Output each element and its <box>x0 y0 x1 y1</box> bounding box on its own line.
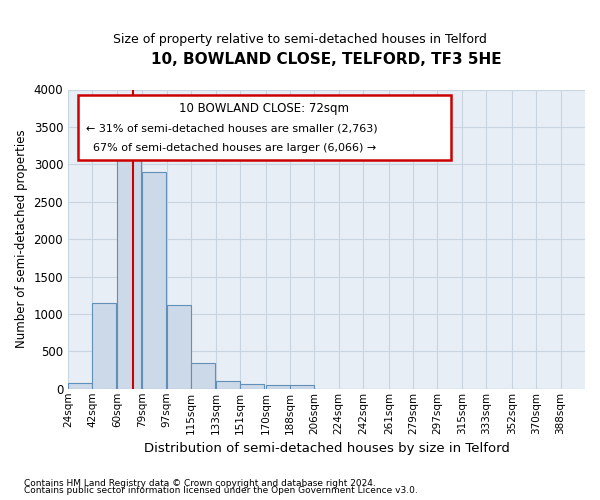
Bar <box>215 382 239 389</box>
Text: Size of property relative to semi-detached houses in Telford: Size of property relative to semi-detach… <box>113 32 487 46</box>
Bar <box>68 383 92 389</box>
X-axis label: Distribution of semi-detached houses by size in Telford: Distribution of semi-detached houses by … <box>143 442 509 455</box>
Bar <box>191 364 215 389</box>
Bar <box>92 302 116 389</box>
Bar <box>117 142 141 389</box>
Bar <box>167 304 191 389</box>
Bar <box>266 385 290 389</box>
Bar <box>142 172 166 389</box>
Text: ← 31% of semi-detached houses are smaller (2,763): ← 31% of semi-detached houses are smalle… <box>86 124 378 134</box>
Bar <box>240 384 264 389</box>
Title: 10, BOWLAND CLOSE, TELFORD, TF3 5HE: 10, BOWLAND CLOSE, TELFORD, TF3 5HE <box>151 52 502 68</box>
Y-axis label: Number of semi-detached properties: Number of semi-detached properties <box>15 130 28 348</box>
Bar <box>290 385 314 389</box>
Text: Contains public sector information licensed under the Open Government Licence v3: Contains public sector information licen… <box>24 486 418 495</box>
Text: 67% of semi-detached houses are larger (6,066) →: 67% of semi-detached houses are larger (… <box>86 143 376 153</box>
Text: Contains HM Land Registry data © Crown copyright and database right 2024.: Contains HM Land Registry data © Crown c… <box>24 478 376 488</box>
Text: 10 BOWLAND CLOSE: 72sqm: 10 BOWLAND CLOSE: 72sqm <box>179 102 349 115</box>
FancyBboxPatch shape <box>79 96 451 160</box>
